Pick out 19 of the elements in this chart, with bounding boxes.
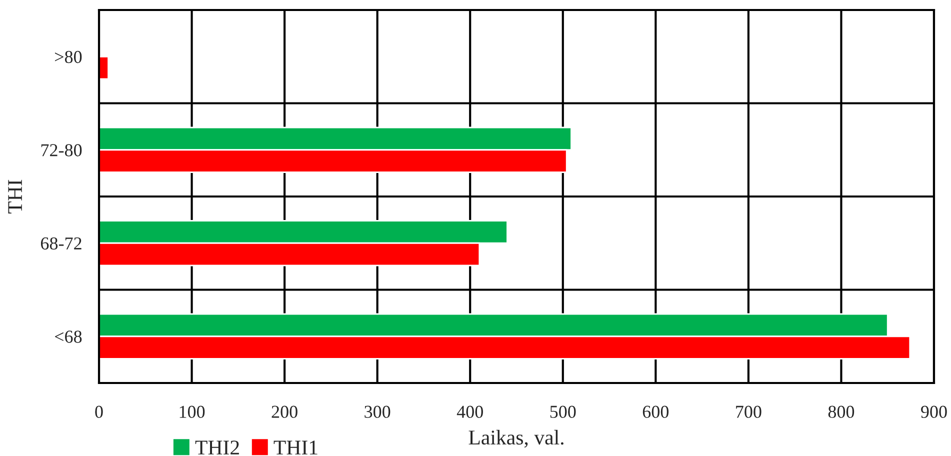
legend-label: THI1 — [274, 440, 318, 454]
y-axis-title: THI — [8, 180, 22, 214]
y-tick-label: 72-80 — [41, 144, 82, 156]
x-tick-label: 700 — [736, 406, 762, 418]
y-tick-label: 68-72 — [40, 237, 82, 250]
x-tick-label: 0 — [95, 406, 103, 418]
x-tick-label: 300 — [364, 406, 390, 418]
y-tick-label: <68 — [54, 330, 82, 343]
x-tick-label: 900 — [921, 406, 947, 418]
x-axis-title: Laikas, val. — [468, 430, 564, 448]
x-tick-label: 100 — [180, 406, 205, 418]
x-tick-label: 500 — [550, 406, 576, 418]
x-tick-label: 400 — [456, 406, 483, 418]
bar — [99, 56, 109, 80]
x-tick-label: 800 — [828, 406, 854, 418]
y-tick-label: >80 — [55, 50, 82, 64]
x-tick-label: 600 — [642, 406, 669, 418]
x-tick-label: 200 — [272, 406, 298, 418]
legend-label: THI2 — [195, 440, 239, 454]
